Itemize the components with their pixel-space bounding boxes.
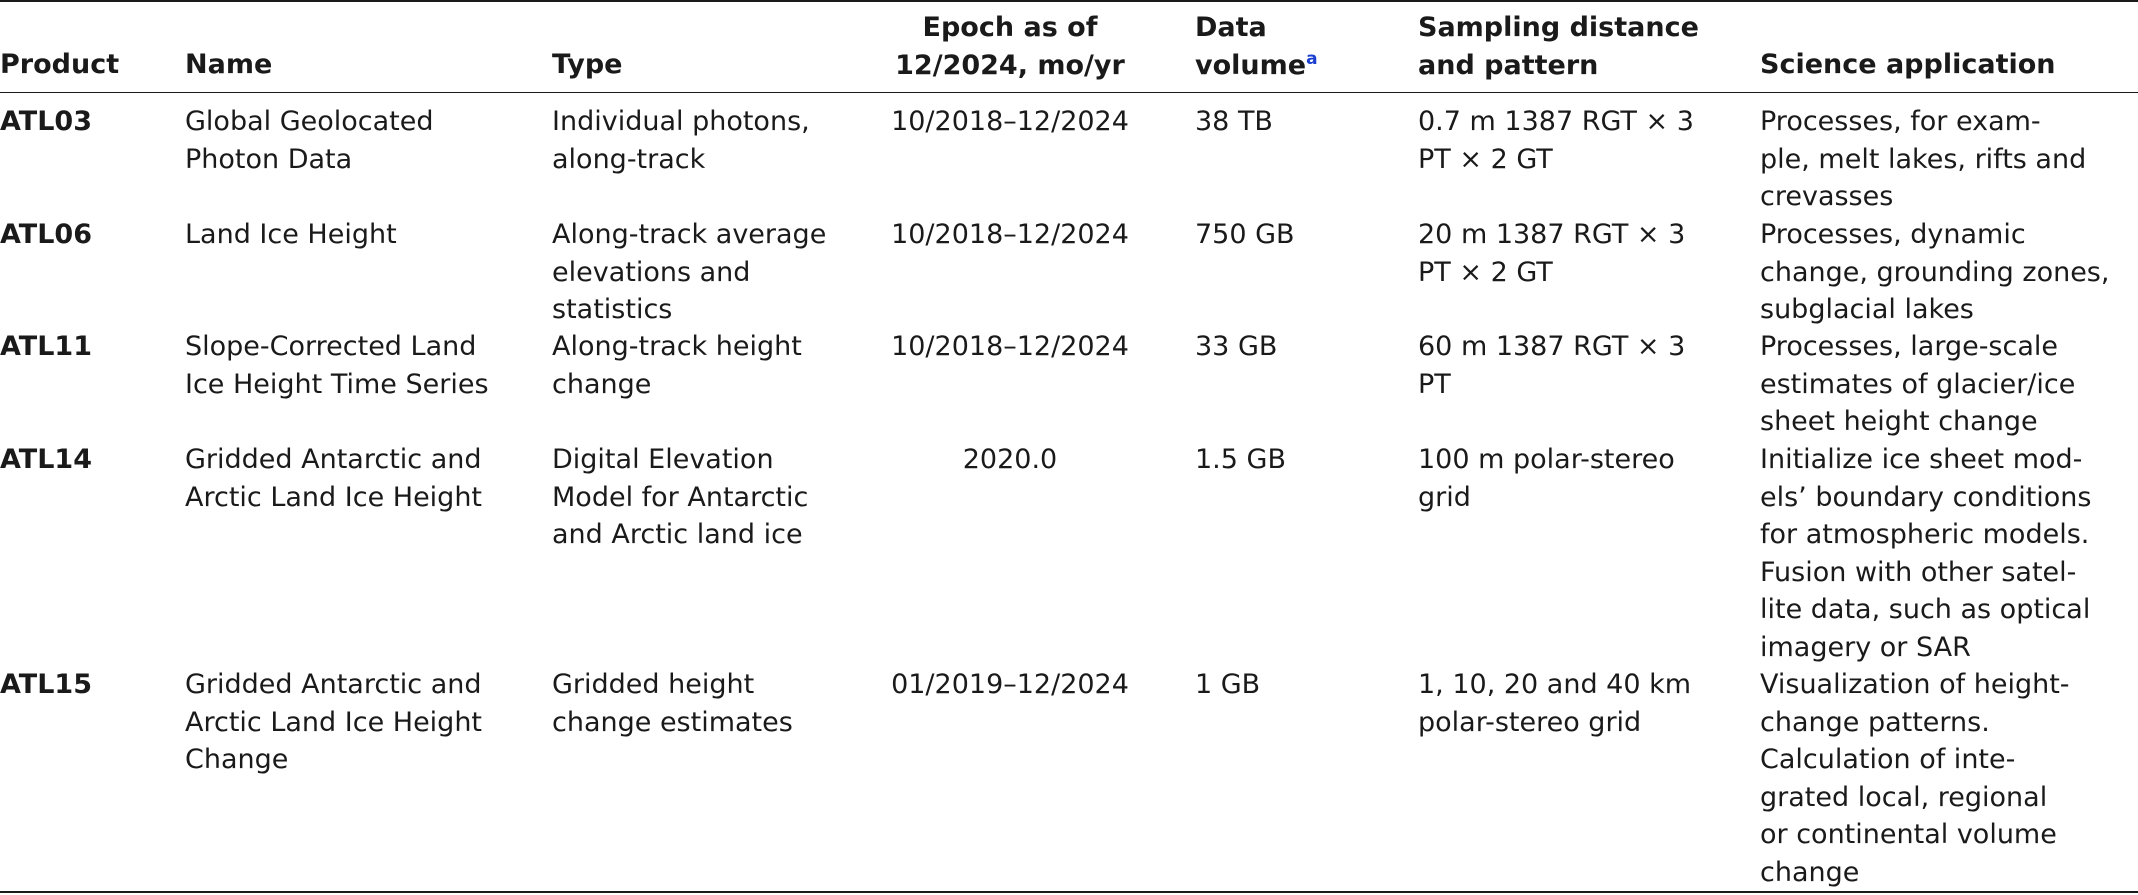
row-epoch: 01/2019–12/2024 <box>891 669 1129 700</box>
row-type: Gridded height change estimates <box>552 669 793 738</box>
row-type: Individual photons, along-track <box>552 106 810 175</box>
row-epoch: 10/2018–12/2024 <box>891 219 1129 250</box>
header-epoch: Epoch as of 12/2024, mo/yr <box>895 12 1125 81</box>
row-volume: 38 TB <box>1195 106 1273 137</box>
row-product: ATL14 <box>0 444 92 475</box>
row-epoch: 10/2018–12/2024 <box>891 106 1129 137</box>
row-name: Gridded Antarctic and Arctic Land Ice He… <box>185 444 483 513</box>
header-data-volume: Data volumea <box>1195 9 1395 84</box>
row-science: Initialize ice sheet mod- els’ boundary … <box>1760 444 2092 663</box>
row-sampling: 0.7 m 1387 RGT × 3 PT × 2 GT <box>1418 106 1694 175</box>
header-bottom-rule <box>0 92 2138 93</box>
table-top-rule <box>0 0 2138 2</box>
row-epoch: 2020.0 <box>962 444 1058 475</box>
row-type: Along-track height change <box>552 331 802 400</box>
row-volume: 1.5 GB <box>1195 444 1286 475</box>
row-epoch: 10/2018–12/2024 <box>891 331 1129 362</box>
row-type: Digital Elevation Model for Antarctic an… <box>552 444 809 550</box>
row-science: Processes, large-scale estimates of glac… <box>1760 331 2076 437</box>
row-type: Along-track average elevations and stati… <box>552 219 827 325</box>
row-science: Processes, for exam- ple, melt lakes, ri… <box>1760 106 2087 212</box>
header-name: Name <box>185 49 273 80</box>
row-product: ATL11 <box>0 331 92 362</box>
table-bottom-rule <box>0 891 2138 893</box>
row-science: Visualization of height- change patterns… <box>1760 669 2070 888</box>
header-science: Science application <box>1760 49 2056 80</box>
row-product: ATL15 <box>0 669 92 700</box>
footnote-marker-a: a <box>1306 48 1318 69</box>
row-sampling: 100 m polar-stereo grid <box>1418 444 1675 513</box>
row-product: ATL03 <box>0 106 92 137</box>
header-product: Product <box>0 49 120 80</box>
row-name: Global Geolocated Photon Data <box>185 106 434 175</box>
header-sampling: Sampling distance and pattern <box>1418 12 1699 81</box>
row-volume: 1 GB <box>1195 669 1261 700</box>
row-sampling: 1, 10, 20 and 40 km polar-stereo grid <box>1418 669 1692 738</box>
row-name: Gridded Antarctic and Arctic Land Ice He… <box>185 669 483 775</box>
row-volume: 33 GB <box>1195 331 1278 362</box>
header-data-volume-label: Data volume <box>1195 12 1307 81</box>
row-science: Processes, dynamic change, grounding zon… <box>1760 219 2110 325</box>
header-type: Type <box>552 49 623 80</box>
row-sampling: 20 m 1387 RGT × 3 PT × 2 GT <box>1418 219 1686 288</box>
row-name: Land Ice Height <box>185 219 397 250</box>
row-volume: 750 GB <box>1195 219 1295 250</box>
row-name: Slope-Corrected Land Ice Height Time Ser… <box>185 331 489 400</box>
row-sampling: 60 m 1387 RGT × 3 PT <box>1418 331 1686 400</box>
row-product: ATL06 <box>0 219 92 250</box>
